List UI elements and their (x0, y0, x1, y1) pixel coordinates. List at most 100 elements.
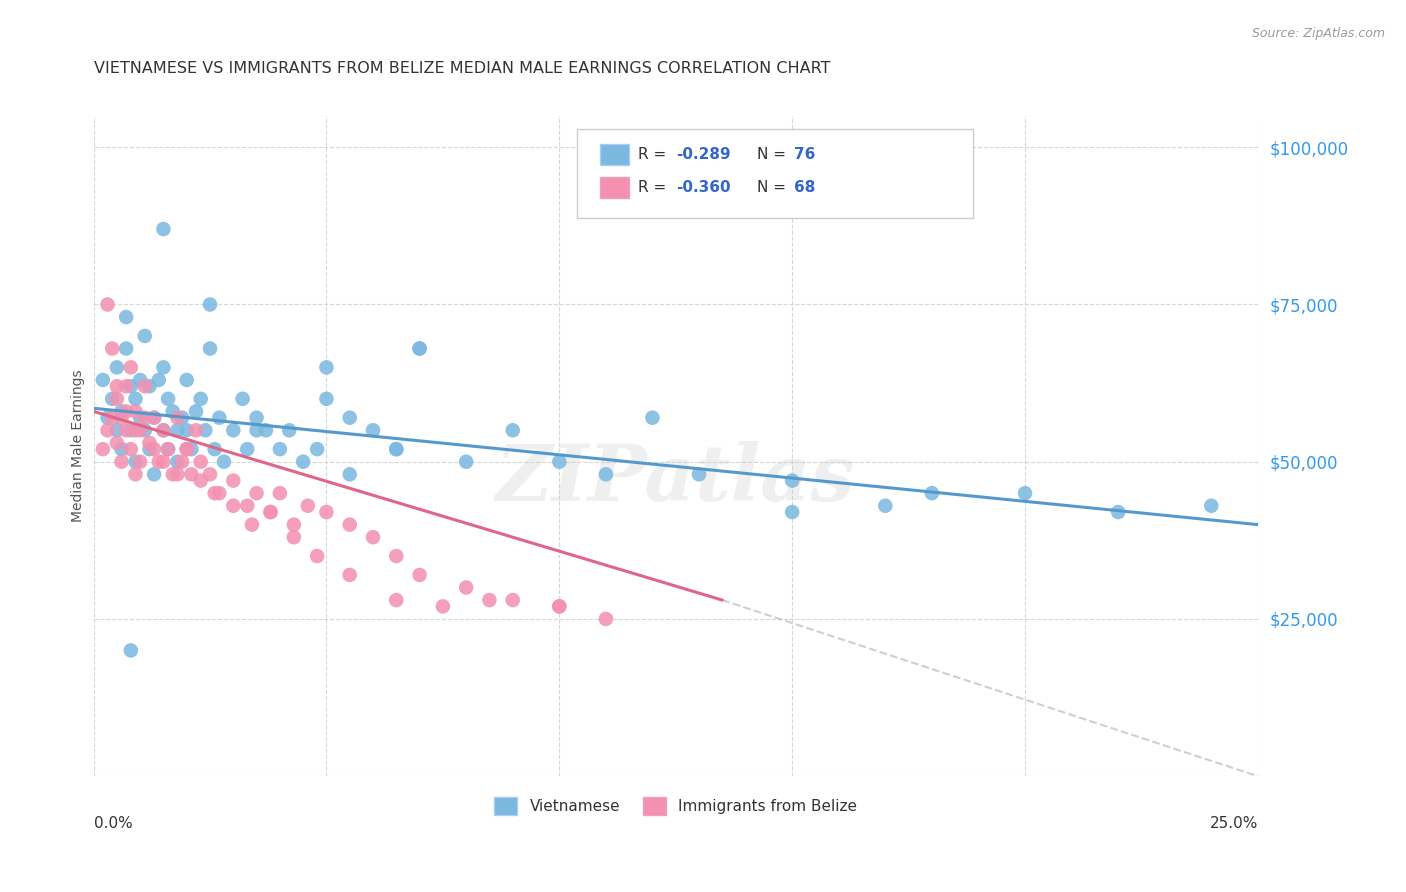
Point (96, 423, 118, 437)
Point (641, 410, 664, 425)
Point (110, 442, 132, 457)
Text: R =: R = (638, 179, 672, 194)
Point (190, 392, 212, 406)
Point (166, 423, 188, 437)
Text: R =: R = (638, 146, 672, 161)
Point (91, 442, 114, 457)
Point (176, 442, 198, 457)
Point (198, 297, 221, 311)
Point (190, 474, 212, 488)
Text: 76: 76 (794, 146, 815, 161)
Point (198, 342, 221, 356)
Point (194, 423, 217, 437)
Point (198, 467, 221, 482)
FancyBboxPatch shape (576, 129, 973, 219)
Point (134, 329, 156, 343)
Point (110, 455, 132, 469)
Point (315, 505, 337, 519)
Point (232, 392, 254, 406)
Point (283, 517, 305, 532)
Point (134, 423, 156, 437)
Point (152, 222, 174, 236)
Point (115, 379, 138, 393)
Point (548, 455, 571, 469)
Point (456, 455, 478, 469)
Point (385, 442, 408, 457)
Text: 25.0%: 25.0% (1209, 816, 1258, 830)
Point (124, 392, 146, 406)
Point (157, 442, 180, 457)
Point (129, 410, 152, 425)
Text: ZIPatlas: ZIPatlas (496, 441, 855, 517)
Point (283, 530, 305, 544)
Point (110, 404, 132, 418)
Point (162, 467, 184, 482)
Point (408, 342, 430, 356)
Point (921, 486, 943, 500)
Point (339, 568, 361, 582)
Point (432, 599, 454, 614)
Point (162, 404, 184, 418)
Point (297, 499, 319, 513)
Point (129, 455, 152, 469)
Point (245, 486, 267, 500)
Y-axis label: Median Male Earnings: Median Male Earnings (72, 369, 86, 523)
Point (120, 442, 142, 457)
Point (408, 568, 430, 582)
Point (115, 423, 138, 437)
Point (176, 442, 198, 457)
Point (208, 486, 231, 500)
Point (170, 410, 193, 425)
Point (1014, 486, 1036, 500)
Point (212, 455, 235, 469)
Point (120, 643, 142, 657)
Point (105, 360, 128, 375)
Point (259, 505, 281, 519)
Point (408, 342, 430, 356)
Point (204, 486, 226, 500)
Point (236, 499, 259, 513)
Point (143, 442, 166, 457)
Point (101, 342, 124, 356)
Point (138, 442, 160, 457)
Point (105, 435, 128, 450)
Point (180, 467, 202, 482)
Point (148, 455, 170, 469)
FancyBboxPatch shape (600, 178, 628, 198)
Point (184, 423, 207, 437)
Point (115, 310, 138, 324)
Point (166, 467, 188, 482)
Point (129, 423, 152, 437)
Point (595, 612, 617, 626)
Point (148, 373, 170, 387)
Point (124, 423, 146, 437)
Point (120, 423, 142, 437)
Text: -0.360: -0.360 (676, 179, 730, 194)
Point (134, 379, 156, 393)
Point (184, 404, 207, 418)
Point (595, 467, 617, 482)
FancyBboxPatch shape (600, 145, 628, 165)
Point (152, 423, 174, 437)
Point (105, 423, 128, 437)
Point (115, 342, 138, 356)
Point (96, 410, 118, 425)
Text: VIETNAMESE VS IMMIGRANTS FROM BELIZE MEDIAN MALE EARNINGS CORRELATION CHART: VIETNAMESE VS IMMIGRANTS FROM BELIZE MED… (94, 62, 830, 76)
Point (152, 360, 174, 375)
Point (101, 410, 124, 425)
Point (315, 360, 337, 375)
Text: N =: N = (758, 146, 792, 161)
Point (361, 530, 384, 544)
Point (124, 404, 146, 418)
Point (91, 373, 114, 387)
Point (176, 373, 198, 387)
Legend: Vietnamese, Immigrants from Belize: Vietnamese, Immigrants from Belize (488, 790, 863, 822)
Point (152, 423, 174, 437)
Point (222, 474, 245, 488)
Point (456, 581, 478, 595)
Point (780, 474, 803, 488)
Point (385, 442, 408, 457)
Point (96, 297, 118, 311)
Point (138, 435, 160, 450)
Point (157, 392, 180, 406)
